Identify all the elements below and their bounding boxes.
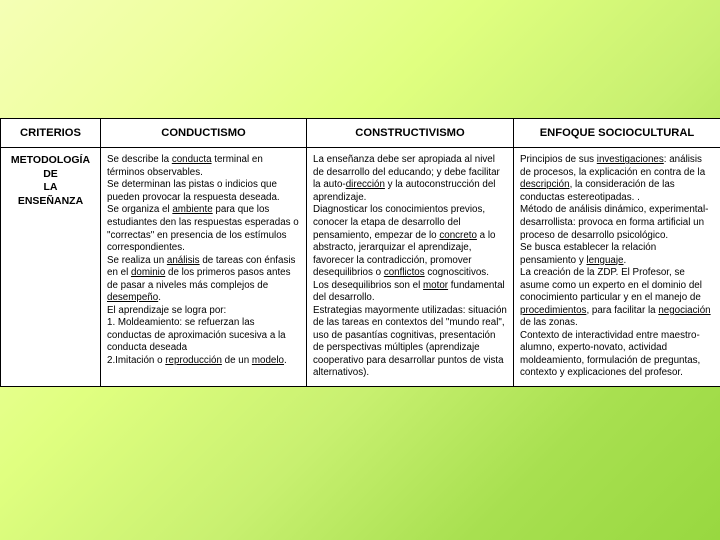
cell-conductismo: Se describe la conducta terminal en térm… xyxy=(101,148,307,387)
header-row: CRITERIOS CONDUCTISMO CONSTRUCTIVISMO EN… xyxy=(1,119,720,148)
underline-procedimientos: procedimientos xyxy=(520,305,586,316)
cell-sociocultural: Principios de sus investigaciones: análi… xyxy=(514,148,720,387)
table-container: CRITERIOS CONDUCTISMO CONSTRUCTIVISMO EN… xyxy=(0,0,720,387)
cell-constructivismo: La enseñanza debe ser apropiada al nivel… xyxy=(307,148,514,387)
rowheader-l2: LA xyxy=(44,181,58,193)
underline-negociacion: negociación xyxy=(658,305,710,316)
underline-dominio: dominio xyxy=(131,267,165,278)
underline-modelo: modelo xyxy=(252,355,284,366)
underline-concreto: concreto xyxy=(439,230,477,241)
underline-analisis: análisis xyxy=(167,255,200,266)
rowheader-l1: METODOLOGÍA DE xyxy=(11,154,90,179)
underline-direccion: dirección xyxy=(346,179,385,190)
underline-reproduccion: reproducción xyxy=(165,355,222,366)
header-constructivismo: CONSTRUCTIVISMO xyxy=(307,119,514,148)
underline-desempeno: desempeño xyxy=(107,292,158,303)
header-sociocultural: ENFOQUE SOCIOCULTURAL xyxy=(514,119,720,148)
header-conductismo: CONDUCTISMO xyxy=(101,119,307,148)
underline-ambiente: ambiente xyxy=(172,204,212,215)
underline-investigaciones: investigaciones xyxy=(597,154,664,165)
comparison-table: CRITERIOS CONDUCTISMO CONSTRUCTIVISMO EN… xyxy=(0,118,720,387)
rowheader-l3: ENSEÑANZA xyxy=(18,195,83,207)
table-row: METODOLOGÍA DE LA ENSEÑANZA Se describe … xyxy=(1,148,720,387)
header-criterios: CRITERIOS xyxy=(1,119,101,148)
row-header-cell: METODOLOGÍA DE LA ENSEÑANZA xyxy=(1,148,101,387)
underline-conducta: conducta xyxy=(172,154,212,165)
underline-motor: motor xyxy=(423,280,448,291)
underline-lenguaje: lenguaje xyxy=(586,255,623,266)
underline-descripcion: descripción xyxy=(520,179,570,190)
underline-conflictos: conflictos xyxy=(384,267,425,278)
